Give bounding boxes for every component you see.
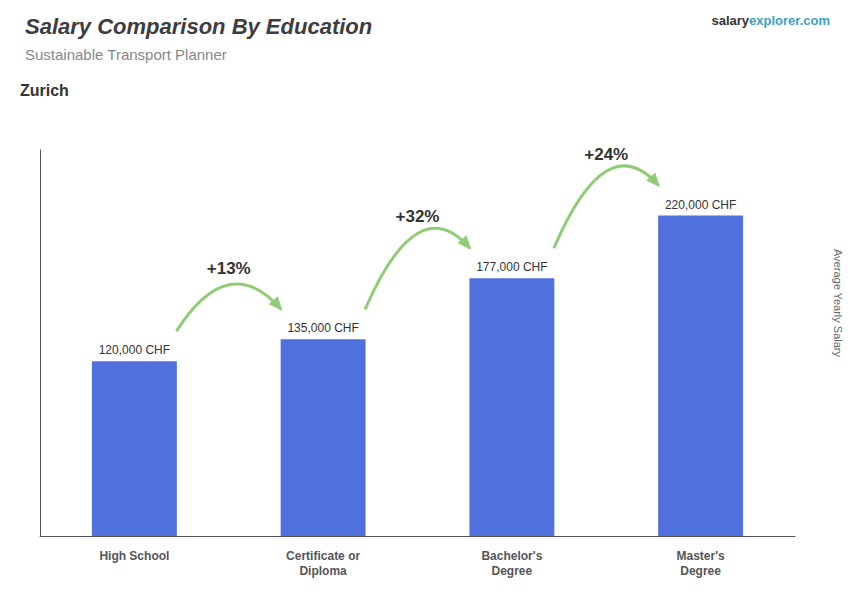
svg-text:High School: High School xyxy=(99,549,169,563)
svg-text:Master's: Master's xyxy=(677,549,726,563)
svg-text:Average Yearly Salary: Average Yearly Salary xyxy=(832,249,844,358)
svg-text:Zurich: Zurich xyxy=(20,82,69,99)
svg-text:Diploma: Diploma xyxy=(299,564,347,578)
svg-text:135,000 CHF: 135,000 CHF xyxy=(287,321,358,335)
svg-text:177,000 CHF: 177,000 CHF xyxy=(476,260,547,274)
svg-text:+24%: +24% xyxy=(584,145,628,164)
svg-text:Sustainable Transport Planner: Sustainable Transport Planner xyxy=(25,46,227,63)
svg-text:explorer.com: explorer.com xyxy=(749,13,830,28)
svg-text:Bachelor's: Bachelor's xyxy=(481,549,542,563)
svg-text:+32%: +32% xyxy=(396,207,440,226)
svg-text:salary: salary xyxy=(711,13,749,28)
svg-text:Salary Comparison By Education: Salary Comparison By Education xyxy=(25,14,372,39)
svg-text:Degree: Degree xyxy=(680,564,721,578)
svg-text:Degree: Degree xyxy=(492,564,533,578)
svg-text:120,000 CHF: 120,000 CHF xyxy=(99,343,170,357)
svg-text:Certificate or: Certificate or xyxy=(286,549,360,563)
svg-text:220,000 CHF: 220,000 CHF xyxy=(665,198,736,212)
svg-text:+13%: +13% xyxy=(207,259,251,278)
